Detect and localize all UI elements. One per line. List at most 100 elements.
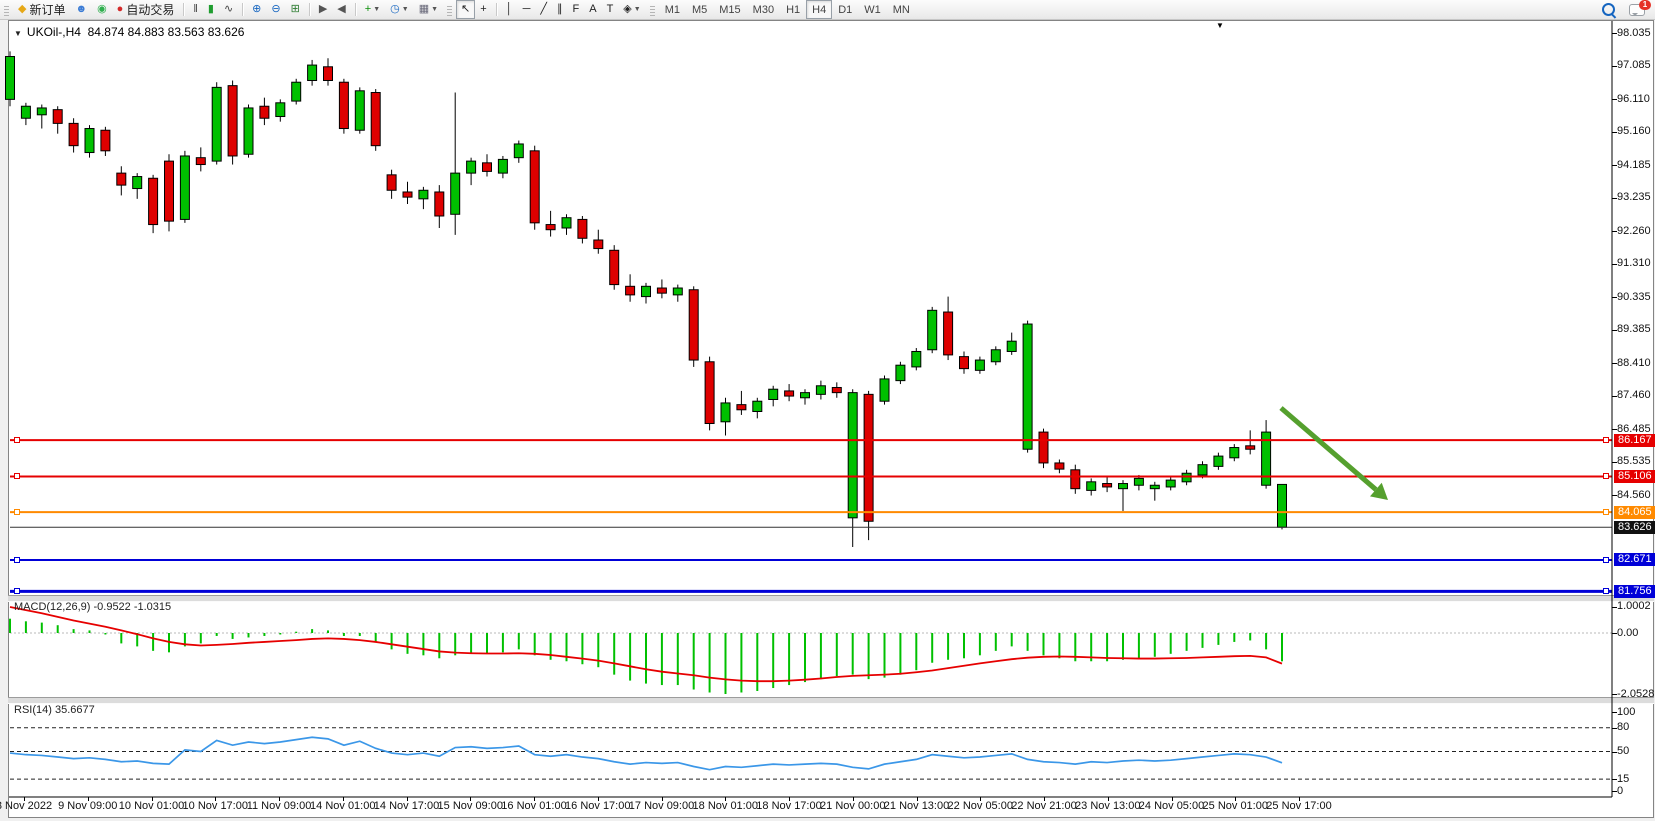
price-tick-label: 90.335 <box>1617 290 1651 303</box>
line-handle-right[interactable] <box>1603 556 1609 563</box>
autotrade-icon: ● <box>116 3 124 15</box>
timeframe-mn-button[interactable]: MN <box>887 0 916 19</box>
rsi-value: 35.6677 <box>54 704 95 716</box>
macd-axis-label: 0.00 <box>1617 626 1639 639</box>
dropdown-caret-icon[interactable]: ▼ <box>431 6 439 13</box>
indicators-button[interactable]: + ▼ <box>360 0 385 19</box>
timeframe-d1-button-label: D1 <box>838 3 853 16</box>
time-tick-mark <box>1107 797 1109 801</box>
timeframe-m30-button-label: M30 <box>752 3 775 16</box>
symbol-dropdown-icon[interactable]: ▼ <box>14 29 22 38</box>
pane-splitter-rsi[interactable] <box>8 697 1654 704</box>
rsi-indicator-label: RSI(14) 35.6677 <box>14 704 95 716</box>
price-badge-85.106: 85.106 <box>1614 469 1655 483</box>
horizontal-line-button[interactable]: ─ <box>518 0 536 19</box>
timeframe-m30-button[interactable]: M30 <box>747 0 780 19</box>
timeframe-m5-button[interactable]: M5 <box>686 0 713 19</box>
zoom-in-icon: ⊕ <box>252 3 262 15</box>
line-handle-left[interactable] <box>14 473 20 480</box>
toolbar-grip[interactable] <box>649 3 655 16</box>
text-button[interactable]: A <box>584 0 601 19</box>
price-tick-mark <box>1612 197 1617 199</box>
chart-shift-button[interactable]: ◀ <box>332 0 350 19</box>
arrows-button[interactable]: ◈ ▼ <box>618 0 645 19</box>
line-handle-right[interactable] <box>1603 588 1609 595</box>
line-handle-right[interactable] <box>1603 437 1609 444</box>
chart-shift-marker[interactable]: ▼ <box>1216 21 1224 30</box>
toolbar-separator <box>308 3 310 16</box>
auto-scroll-button[interactable]: ▶ <box>314 0 332 19</box>
macd-indicator-label: MACD(12,26,9) -0.9522 -1.0315 <box>14 601 172 613</box>
templates-button[interactable]: ▦ ▼ <box>414 0 443 19</box>
dropdown-caret-icon[interactable]: ▼ <box>373 6 381 13</box>
zoom-out-button[interactable]: ⊖ <box>266 0 285 19</box>
time-axis-label: 21 Nov 00:00 <box>820 800 886 812</box>
line-handle-left[interactable] <box>14 437 20 444</box>
new-order-button-label: 新订单 <box>29 3 66 17</box>
timeframe-d1-button[interactable]: D1 <box>832 0 858 19</box>
timeframe-m15-button[interactable]: M15 <box>713 0 746 19</box>
time-axis-label: 16 Nov 01:00 <box>501 800 567 812</box>
bar-chart-button[interactable]: ‖ <box>188 0 203 19</box>
tile-windows-icon: ⊞ <box>290 3 300 15</box>
pane-splitter-macd[interactable] <box>8 595 1654 602</box>
timeframe-w1-button[interactable]: W1 <box>858 0 887 19</box>
zoom-in-button[interactable]: ⊕ <box>247 0 266 19</box>
fibonacci-button[interactable]: F <box>567 0 584 19</box>
toolbar: ◆ 新订单 ☻ ◉ ● 自动交易 ‖ ▮ ∿ ⊕ ⊖ ⊞ ▶ ◀ + ▼ ◷ ▼ ▦ ▼ ↖ + │ ─ ╱ ∥ F A T ◈ ▼ M1 M5… <box>0 0 1655 20</box>
toolbar-grip[interactable] <box>4 3 9 16</box>
notifications-chat-icon[interactable]: 1 <box>1629 0 1651 16</box>
toolbar-grip[interactable] <box>447 3 453 16</box>
price-tick-label: 86.485 <box>1617 422 1651 435</box>
time-axis-label: 14 Nov 01:00 <box>310 800 376 812</box>
autotrading-button[interactable]: ● 自动交易 <box>112 0 180 19</box>
line-handle-left[interactable] <box>14 556 20 563</box>
timeframe-h4-button[interactable]: H4 <box>806 0 833 19</box>
time-axis-label: 22 Nov 21:00 <box>1011 800 1077 812</box>
text-label-button[interactable]: T <box>602 0 619 19</box>
price-tick-mark <box>1612 461 1617 463</box>
timeframe-w1-button-label: W1 <box>864 3 881 16</box>
profiles-button[interactable]: ☻ <box>70 0 92 19</box>
time-tick-mark <box>789 797 790 801</box>
timeframe-m1-button[interactable]: M1 <box>659 0 686 19</box>
candlestick-icon: ▮ <box>207 3 214 15</box>
time-axis-label: 16 Nov 17:00 <box>565 800 631 812</box>
line-handle-right[interactable] <box>1603 473 1609 480</box>
search-icon[interactable] <box>1602 3 1615 16</box>
price-tick-mark <box>1612 429 1617 431</box>
line-chart-button[interactable]: ∿ <box>219 0 238 19</box>
channel-icon: ∥ <box>556 3 563 15</box>
price-tick-label: 98.035 <box>1617 26 1651 39</box>
price-badge-84.065: 84.065 <box>1614 505 1655 519</box>
tile-windows-button[interactable]: ⊞ <box>286 0 305 19</box>
price-badge-86.167: 86.167 <box>1614 433 1655 447</box>
periods-button[interactable]: ◷ ▼ <box>385 0 414 19</box>
time-tick-mark <box>534 797 535 801</box>
equidistant-channel-button[interactable]: ∥ <box>552 0 568 19</box>
crosshair-button[interactable]: + <box>475 0 491 19</box>
cursor-icon: ↖ <box>461 3 471 15</box>
price-tick-mark <box>1612 33 1617 34</box>
time-tick-mark <box>215 797 217 801</box>
time-axis-label: 17 Nov 09:00 <box>628 800 695 812</box>
signals-button[interactable]: ◉ <box>92 0 112 19</box>
dropdown-caret-icon[interactable]: ▼ <box>401 6 409 13</box>
dropdown-caret-icon[interactable]: ▼ <box>633 6 641 13</box>
line-handle-left[interactable] <box>14 509 20 516</box>
new-order-button[interactable]: ◆ 新订单 <box>13 0 70 19</box>
chart-shift-icon: ◀ <box>337 3 346 15</box>
line-handle-left[interactable] <box>14 588 20 595</box>
new-order-icon: ◆ <box>18 3 27 15</box>
line-handle-right[interactable] <box>1603 509 1609 516</box>
cursor-button[interactable]: ↖ <box>456 0 476 19</box>
candlestick-chart-button[interactable]: ▮ <box>203 0 219 19</box>
hline-icon: ─ <box>522 3 531 15</box>
signal-icon: ◉ <box>97 3 107 15</box>
timeframe-h1-button[interactable]: H1 <box>780 0 806 19</box>
price-tick-mark <box>1612 231 1617 233</box>
vertical-line-button[interactable]: │ <box>501 0 518 19</box>
trendline-button[interactable]: ╱ <box>535 0 552 19</box>
line-chart-icon: ∿ <box>223 3 234 15</box>
chart-title-symbol: UKOil-,H4 <box>26 25 81 39</box>
